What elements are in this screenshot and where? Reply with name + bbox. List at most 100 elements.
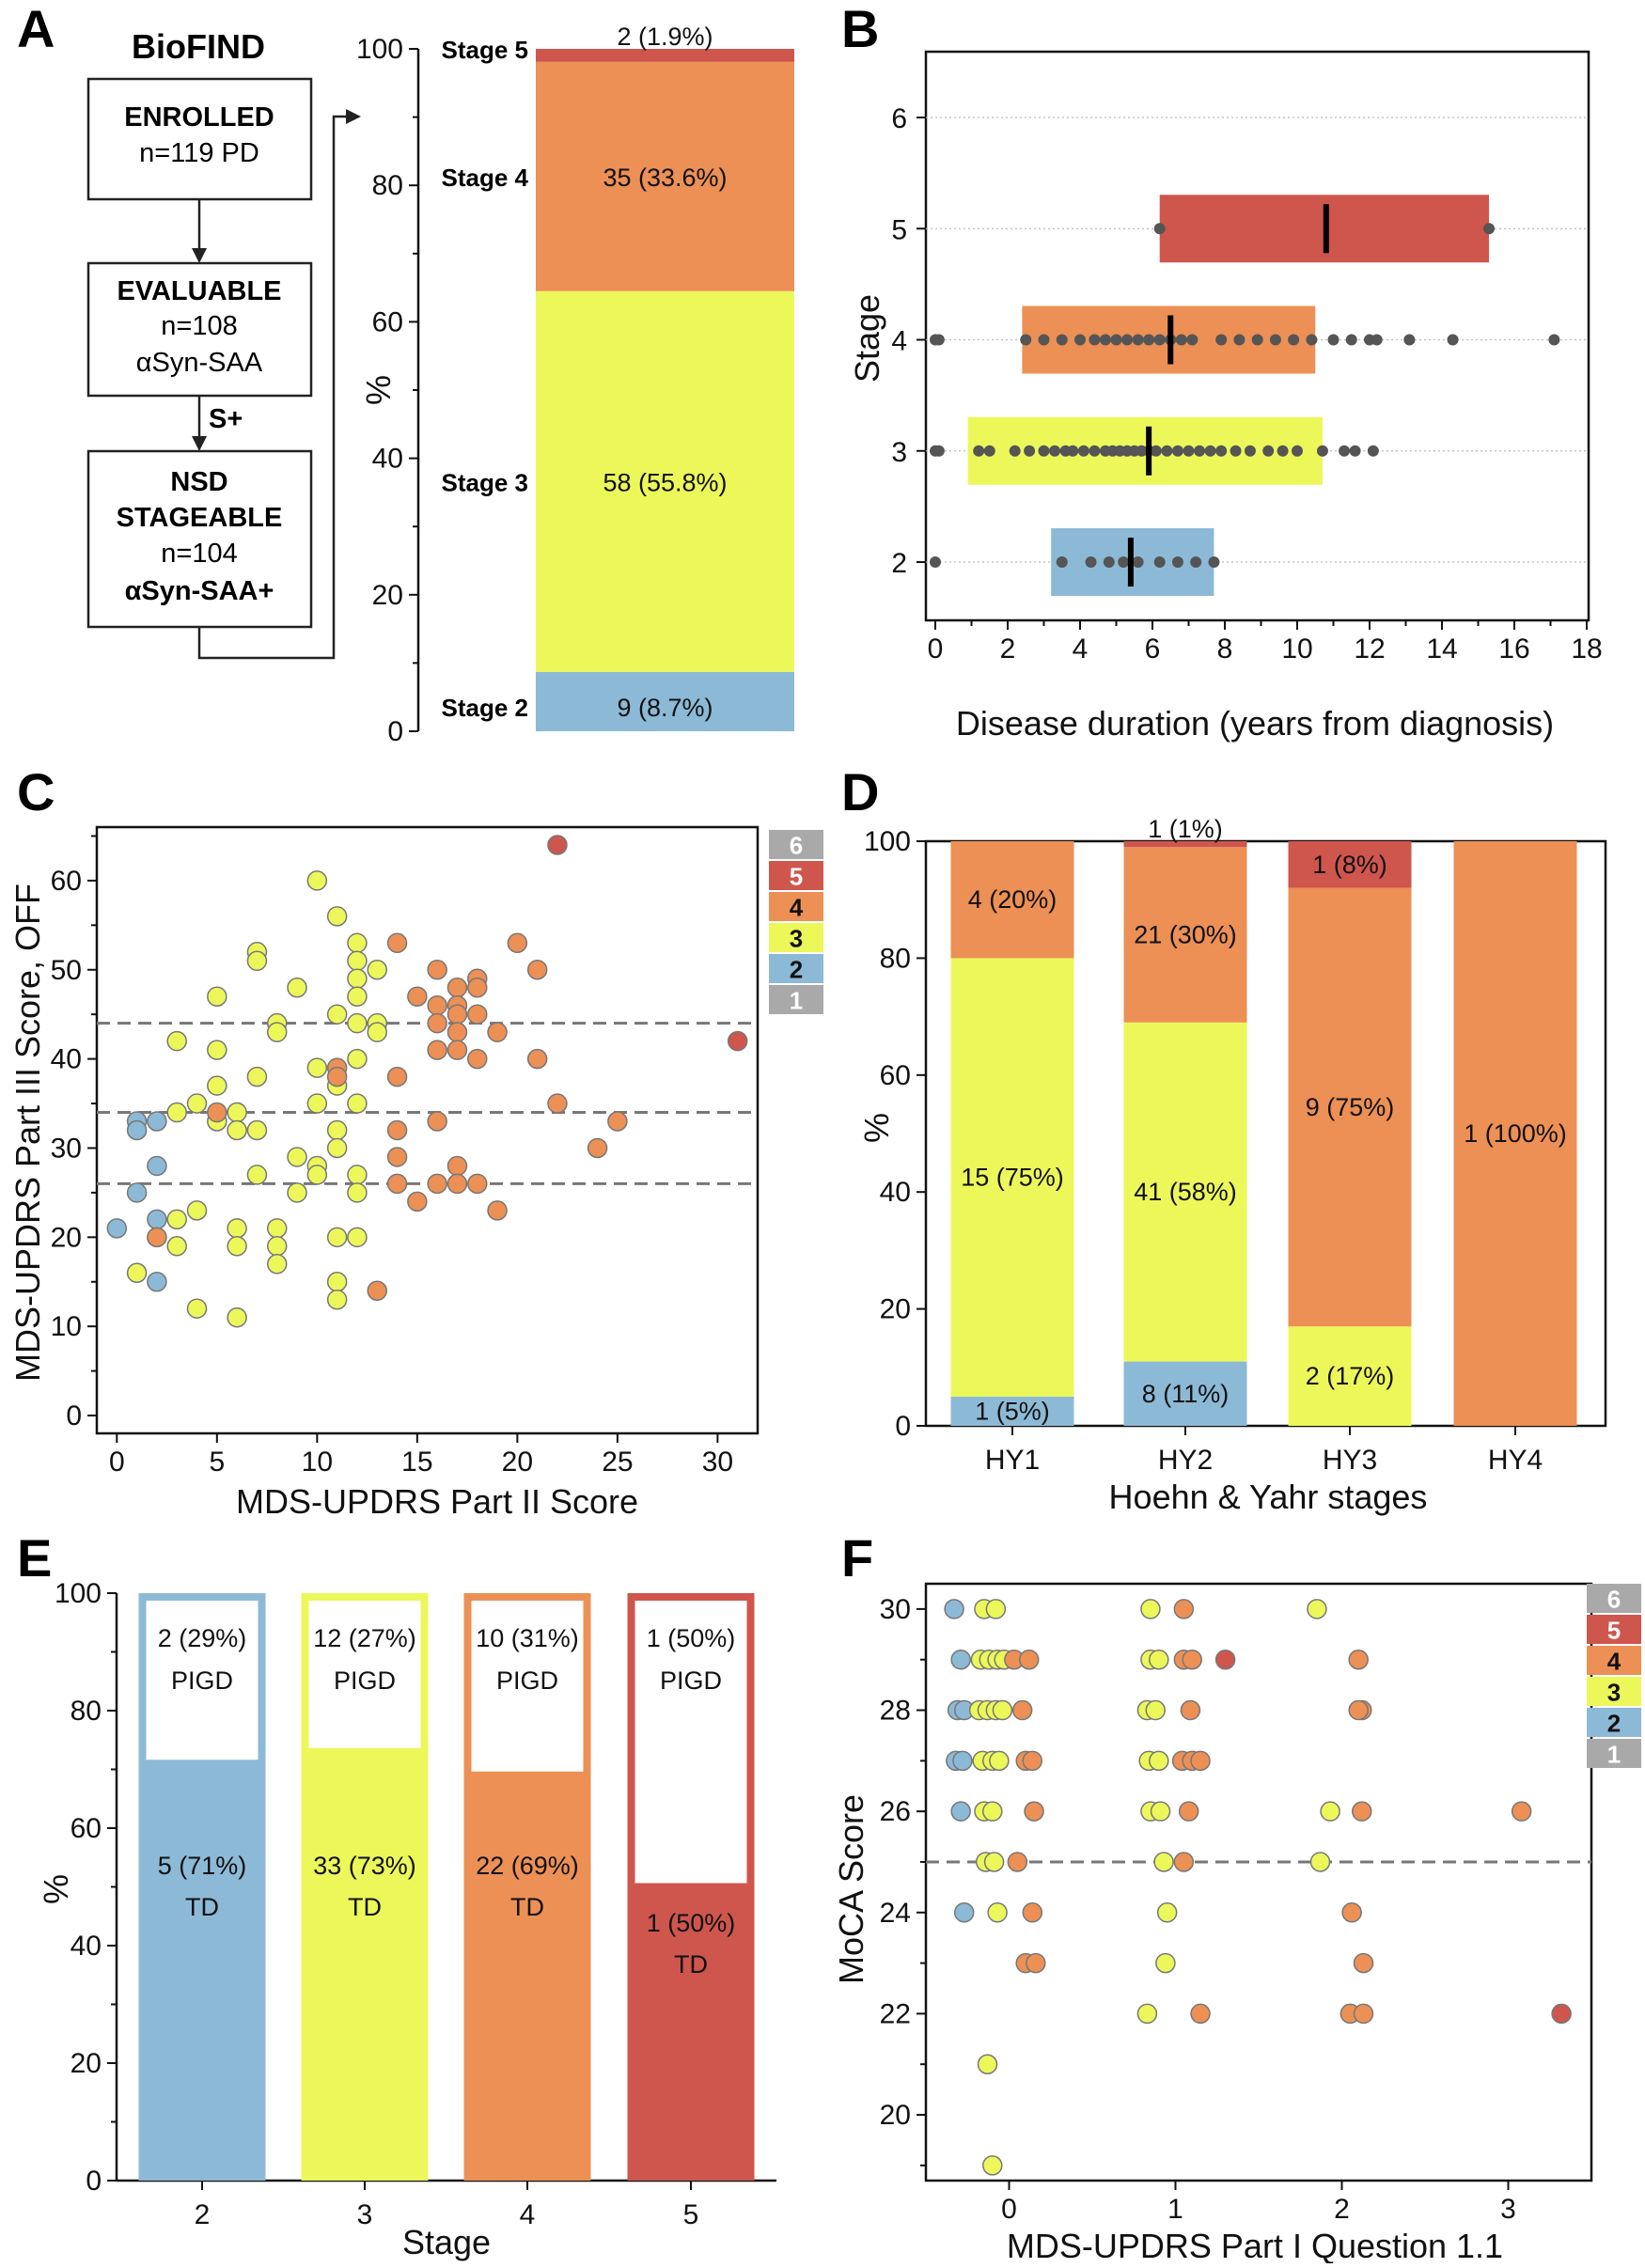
data-point <box>1339 445 1351 457</box>
data-point-stage-3 <box>166 1102 187 1123</box>
data-point <box>1215 334 1228 346</box>
legend-swatch-stage-4 <box>769 892 823 921</box>
data-point-stage-3 <box>326 1119 348 1141</box>
data-point-stage-3 <box>306 1093 328 1114</box>
legend-swatch-stage-1 <box>769 985 823 1014</box>
data-point <box>1204 445 1216 457</box>
data-point-stage-5 <box>727 1030 748 1052</box>
panel-letter-e: E <box>17 1528 52 1588</box>
data-point-stage-4 <box>407 1191 428 1212</box>
data-point-stage-4 <box>526 1048 548 1070</box>
flow-connector <box>197 115 350 660</box>
pigd-bar-stage-2 <box>138 1593 266 1768</box>
bar-segment-stage-2 <box>1123 1361 1247 1426</box>
bar-segment-stage-4 <box>950 841 1074 959</box>
data-point-stage-5 <box>547 835 568 855</box>
stage-name-label: Stage 2 <box>442 694 529 722</box>
pigd-text: PIGD <box>660 1666 722 1695</box>
x-tick-label: 15 <box>401 1447 432 1478</box>
data-point-stage-4 <box>1351 1801 1372 1822</box>
y-tick-label: 40 <box>70 1931 102 1962</box>
data-point-stage-4 <box>1180 1699 1201 1721</box>
x-tick-label: 25 <box>602 1447 633 1478</box>
y-tick-label: 26 <box>880 1796 911 1827</box>
data-point <box>1132 556 1144 568</box>
legend-label-stage-3: 3 <box>1607 1679 1621 1707</box>
data-point-stage-3 <box>347 1182 368 1203</box>
data-point-stage-4 <box>427 960 447 980</box>
data-point <box>1447 334 1459 346</box>
data-point-stage-4 <box>1018 1649 1040 1670</box>
data-point-stage-4 <box>1011 1699 1033 1721</box>
data-point-stage-4 <box>427 1173 447 1195</box>
y-tick-label: 60 <box>372 306 403 337</box>
legend-swatch-stage-6 <box>1587 1584 1641 1613</box>
data-point-stage-2 <box>952 1750 973 1772</box>
data-point <box>1103 556 1115 568</box>
pigd-count-label: 2 (29%) <box>158 1624 247 1652</box>
data-point <box>1288 334 1300 346</box>
bar-segment-label: 2 (1.9%) <box>617 23 713 51</box>
stage-name-label: Stage 4 <box>442 164 529 192</box>
data-point <box>1056 556 1068 568</box>
plot-frame <box>924 839 1607 1428</box>
data-point-stage-3 <box>347 950 368 972</box>
bar-segment-stage-4 <box>1123 847 1247 1023</box>
y-tick-label: 60 <box>51 866 82 897</box>
x-tick-label: 0 <box>928 633 944 665</box>
data-point-stage-4 <box>1024 1801 1044 1822</box>
data-point <box>1049 445 1061 457</box>
legend-label-stage-5: 5 <box>790 863 803 891</box>
data-point <box>1345 334 1357 346</box>
data-point <box>1186 334 1198 346</box>
data-point-stage-4 <box>547 1093 568 1114</box>
td-text: TD <box>510 1893 544 1921</box>
data-point-stage-2 <box>126 1182 148 1203</box>
data-point-stage-3 <box>347 1227 368 1248</box>
pigd-bar-stage-4 <box>463 1593 591 1779</box>
x-axis-label: MDS-UPDRS Part I Question 1.1 <box>1007 2227 1503 2263</box>
data-point <box>1269 334 1281 346</box>
x-tick-label: 1 <box>1167 2194 1183 2225</box>
data-point <box>1367 445 1379 457</box>
chart-b: 2 3 4 5 6 0 2 4 6 8 10 12 14 16 18 Disease duration (ye… <box>848 50 1603 743</box>
data-point <box>1143 334 1155 346</box>
data-point <box>1277 445 1289 457</box>
data-point <box>1349 445 1361 457</box>
data-point <box>1085 556 1097 568</box>
data-point-stage-4 <box>1173 1599 1195 1619</box>
data-point-stage-3 <box>266 1254 288 1275</box>
y-tick-label: 80 <box>70 1696 102 1727</box>
data-point <box>1403 334 1416 346</box>
bar-segment-label: 2 (17%) <box>1306 1362 1395 1390</box>
legend-label-stage-4: 4 <box>1607 1648 1622 1676</box>
y-tick-label: 28 <box>880 1696 911 1727</box>
y-tick-label: 5 <box>891 214 907 245</box>
data-point-stage-4 <box>446 1004 468 1025</box>
data-point-stage-3 <box>326 1137 348 1159</box>
data-point-stage-3 <box>1320 1801 1340 1822</box>
data-point-stage-3 <box>287 1147 307 1167</box>
bar-segment-label: 9 (75%) <box>1306 1093 1395 1121</box>
bar-segment-label: 1 (8%) <box>1312 851 1387 879</box>
data-point-stage-2 <box>106 1218 128 1239</box>
data-point-stage-3 <box>207 986 227 1007</box>
data-point-stage-4 <box>467 1004 488 1025</box>
y-tick-label: 0 <box>86 2166 102 2197</box>
data-point-stage-3 <box>246 1165 268 1185</box>
data-point-stage-3 <box>347 1165 368 1185</box>
flowchart: BioFIND ENROLLED n=119 PD EVALUABLE n=10… <box>86 27 361 660</box>
x-tick-label: 0 <box>1001 2194 1017 2225</box>
data-point-stage-3 <box>266 1236 288 1257</box>
flow-arrow-head <box>192 248 207 263</box>
data-point-stage-3 <box>246 1066 268 1087</box>
legend-label-stage-6: 6 <box>790 832 803 860</box>
data-point-stage-4 <box>467 1173 488 1195</box>
y-tick-label: 6 <box>891 103 907 134</box>
data-point-stage-3 <box>1309 1852 1331 1872</box>
legend-swatch-stage-3 <box>769 923 823 952</box>
pigd-text: PIGD <box>496 1666 558 1695</box>
data-point-stage-4 <box>1353 2003 1374 2025</box>
data-point <box>1175 334 1187 346</box>
